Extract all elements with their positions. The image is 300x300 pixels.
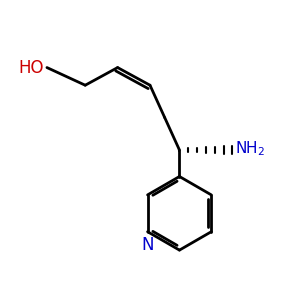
Text: N: N (141, 236, 154, 254)
Text: HO: HO (19, 58, 44, 76)
Text: NH$_2$: NH$_2$ (236, 139, 266, 158)
